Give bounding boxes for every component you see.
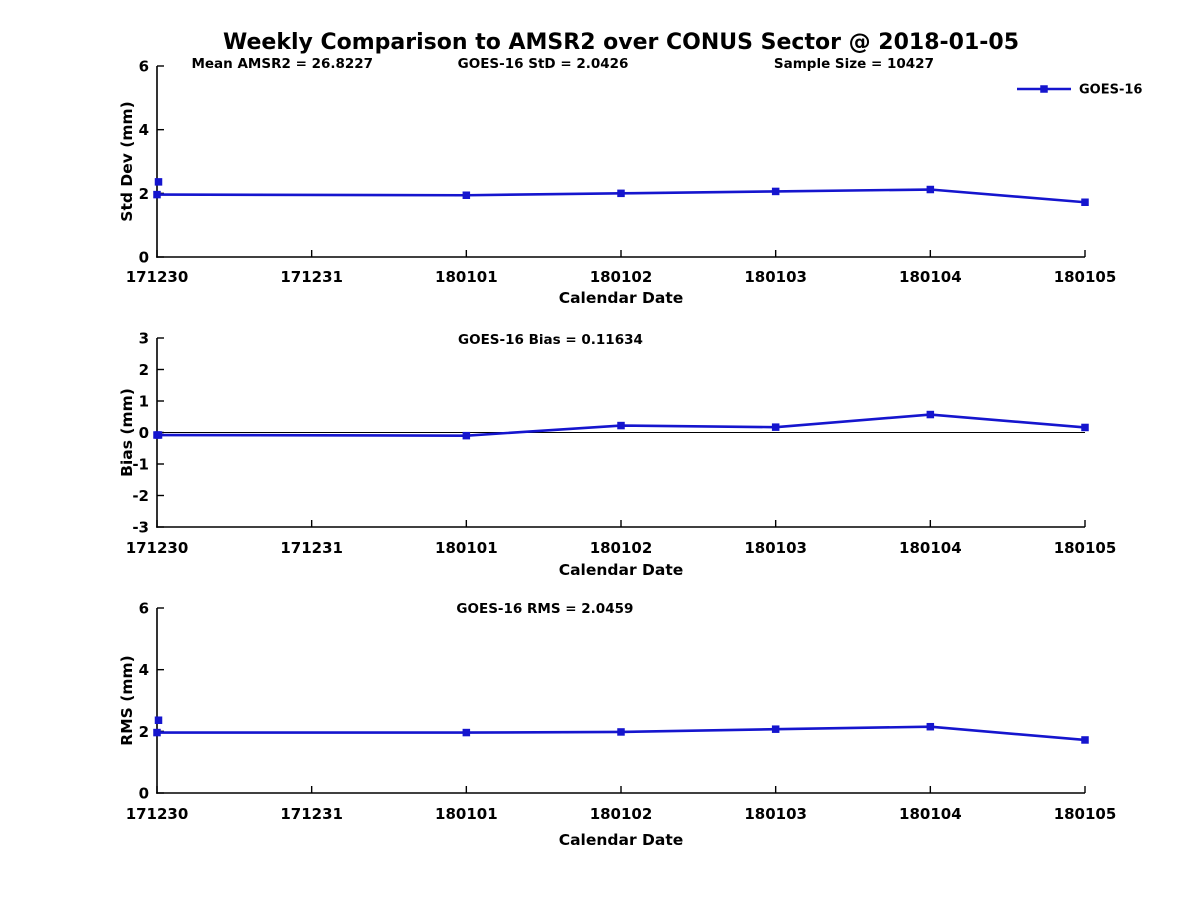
x-tick-label: 180103 [744, 805, 807, 823]
data-point-marker [462, 191, 471, 199]
y-tick-label: 4 [139, 661, 149, 679]
x-tick-label: 180102 [590, 268, 653, 286]
x-tick-label: 180104 [899, 539, 962, 557]
y-tick-label: 6 [139, 58, 149, 76]
y-tick-label: 4 [139, 121, 149, 139]
data-point-marker [926, 185, 935, 194]
x-tick-label: 171231 [280, 805, 343, 823]
x-tick-label: 180105 [1054, 805, 1117, 823]
annotation-text: GOES-16 Bias = 0.11634 [458, 332, 643, 348]
data-point-marker [926, 722, 935, 731]
legend-marker [1040, 85, 1048, 93]
y-tick-label: 3 [139, 330, 149, 348]
data-line [157, 725, 1086, 742]
data-point-marker [1081, 423, 1089, 432]
data-point-marker [153, 190, 161, 199]
legend-label: GOES-16 [1079, 83, 1142, 98]
y-tick-label: 2 [139, 361, 149, 379]
data-point-marker-first [154, 716, 163, 724]
data-point-marker [462, 431, 471, 440]
annotation-text: GOES-16 RMS = 2.0459 [456, 601, 633, 617]
annotation-text: Mean AMSR2 = 26.8227 [191, 56, 373, 72]
x-axis-label: Calendar Date [559, 289, 684, 307]
x-tick-label: 180102 [590, 539, 653, 557]
x-axis-label: Calendar Date [559, 831, 684, 849]
data-point-marker [617, 728, 625, 736]
y-tick-label: 2 [139, 723, 149, 741]
data-point-marker [926, 410, 935, 419]
y-tick-label: 0 [139, 249, 149, 267]
x-tick-label: 180104 [899, 805, 962, 823]
x-tick-label: 171230 [126, 805, 189, 823]
x-tick-label: 180103 [744, 268, 807, 286]
data-line [156, 413, 1086, 437]
y-tick-label: -2 [132, 487, 149, 505]
data-point-marker-first [154, 178, 163, 186]
x-tick-label: 171230 [126, 268, 189, 286]
y-tick-label: 1 [139, 393, 149, 411]
y-tick-label: -1 [132, 456, 149, 474]
data-point-marker [617, 189, 625, 198]
x-tick-label: 180104 [899, 268, 962, 286]
x-tick-label: 171231 [280, 539, 343, 557]
data-point-marker [1081, 198, 1089, 206]
data-point-marker [153, 728, 161, 737]
annotation-text: Sample Size = 10427 [774, 56, 934, 72]
y-axis-label: Std Dev (mm) [118, 101, 136, 221]
x-axis-label: Calendar Date [559, 561, 684, 579]
y-tick-label: 0 [139, 424, 149, 442]
data-point-marker-first [154, 431, 163, 439]
y-axis-label: Bias (mm) [118, 388, 136, 477]
data-line [156, 188, 1086, 204]
x-tick-label: 180102 [590, 805, 653, 823]
figure-title: Weekly Comparison to AMSR2 over CONUS Se… [223, 30, 1019, 55]
data-point-marker [1081, 736, 1089, 744]
x-tick-label: 180101 [435, 539, 498, 557]
x-tick-label: 171230 [126, 539, 189, 557]
data-point-marker [462, 728, 471, 737]
x-tick-label: 180101 [435, 805, 498, 823]
data-point-marker [617, 421, 625, 430]
y-tick-label: 0 [139, 785, 149, 803]
x-tick-label: 171231 [280, 268, 343, 286]
x-tick-label: 180105 [1054, 268, 1117, 286]
annotation-text: GOES-16 StD = 2.0426 [458, 56, 629, 72]
y-tick-label: -3 [132, 519, 149, 537]
data-point-marker [771, 725, 780, 733]
x-tick-label: 180105 [1054, 539, 1117, 557]
y-axis-label: RMS (mm) [118, 655, 136, 745]
data-point-marker [771, 423, 780, 431]
data-point-marker [771, 187, 780, 196]
y-tick-label: 6 [139, 600, 149, 618]
x-tick-label: 180101 [435, 268, 498, 286]
x-tick-label: 180103 [744, 539, 807, 557]
y-tick-label: 2 [139, 185, 149, 203]
